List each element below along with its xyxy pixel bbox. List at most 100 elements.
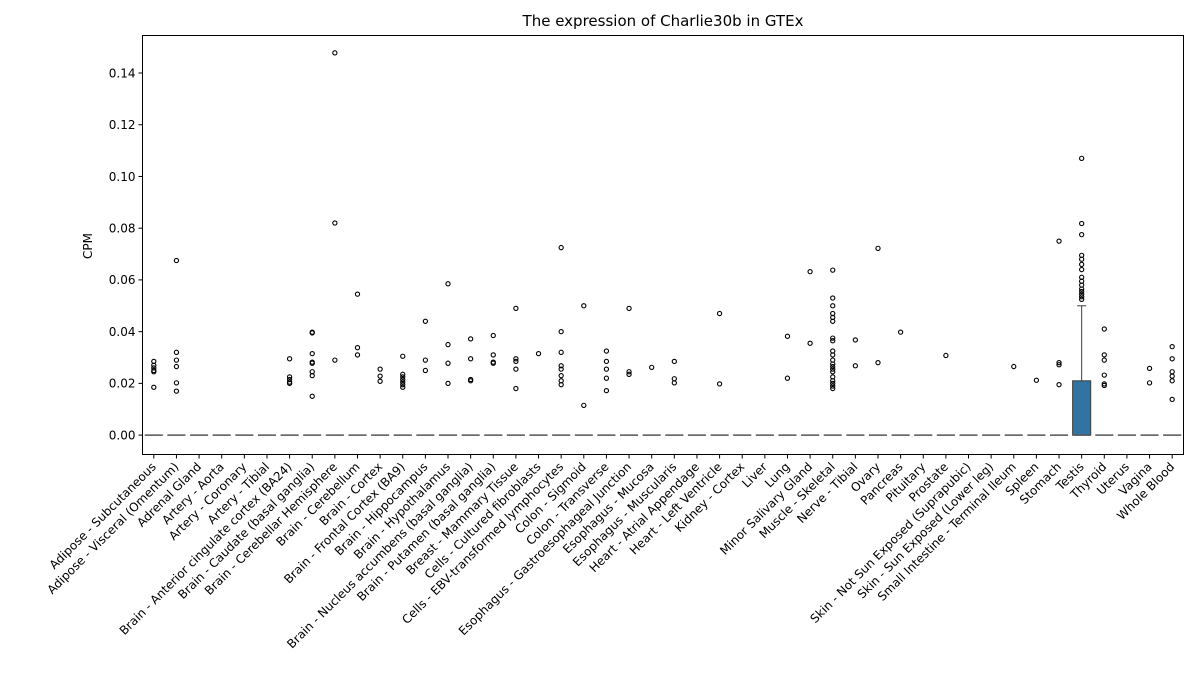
outlier-point — [830, 303, 836, 309]
outlier-point — [377, 373, 383, 379]
outlier-point — [309, 393, 315, 399]
outlier-point — [716, 381, 723, 387]
outlier-point — [377, 378, 383, 384]
y-tick-label: 0.10 — [109, 170, 136, 184]
outlier-point — [603, 358, 610, 365]
outlier-point — [830, 295, 836, 301]
outlier-point — [354, 291, 361, 297]
outlier-point — [558, 349, 564, 355]
outlier-point — [1101, 382, 1107, 389]
outlier-point — [807, 268, 813, 275]
outlier-point — [422, 318, 429, 324]
outlier-point — [649, 364, 655, 370]
outlier-point — [1079, 220, 1085, 227]
outlier-point — [490, 352, 496, 358]
outlier-point — [1056, 360, 1062, 366]
outlier-point — [400, 376, 406, 383]
y-tick-label: 0.08 — [109, 221, 136, 235]
outlier-point — [467, 356, 474, 362]
outlier-point — [830, 363, 836, 370]
outlier-point — [400, 382, 406, 388]
outlier-point — [513, 305, 519, 312]
outlier-point — [671, 380, 677, 386]
y-tick-label: 0.14 — [109, 66, 136, 80]
chart-title: The expression of Charlie30b in GTEx — [522, 12, 804, 30]
outlier-point — [1079, 296, 1085, 302]
outlier-point — [1101, 352, 1107, 358]
outlier-point — [830, 383, 836, 389]
outlier-point — [173, 388, 180, 394]
outlier-point — [332, 50, 338, 56]
outlier-point — [603, 387, 610, 394]
outlier-point — [513, 366, 519, 372]
outlier-point — [1056, 238, 1062, 244]
outlier-point — [1079, 155, 1085, 162]
y-axis: 0.00 0.02 0.04 0.06 0.08 0.10 0.12 0.14 — [109, 66, 143, 442]
outlier-point — [400, 371, 406, 377]
outlier-point — [1056, 362, 1062, 368]
outlier-point — [422, 367, 429, 374]
outlier-point — [445, 360, 451, 366]
outlier-point — [558, 328, 564, 335]
outlier-point — [332, 220, 338, 226]
outlier-point — [1056, 382, 1062, 388]
outlier-point — [558, 372, 564, 379]
outlier-point — [626, 371, 632, 377]
outlier-point — [1079, 294, 1085, 300]
outlier-point — [830, 385, 836, 392]
outlier-point — [309, 350, 315, 357]
outlier-point — [784, 333, 791, 339]
outlier-point — [830, 335, 836, 341]
outlier-point — [558, 244, 564, 251]
outlier-point — [671, 358, 677, 365]
outlier-point — [671, 376, 677, 382]
outlier-point — [332, 357, 338, 363]
outlier-point — [1079, 288, 1085, 295]
outlier-point — [603, 375, 610, 381]
x-tick-label: Liver — [739, 460, 770, 491]
outlier-point — [784, 375, 791, 381]
outlier-point — [286, 356, 293, 362]
outlier-point — [1146, 365, 1153, 372]
outlier-point — [830, 380, 836, 387]
outlier-point — [151, 369, 157, 375]
outlier-point — [943, 352, 949, 359]
outlier-point — [1169, 356, 1175, 362]
y-tick-label: 0.12 — [109, 118, 136, 132]
outlier-point — [309, 360, 315, 366]
outlier-point — [309, 330, 315, 336]
outlier-point — [830, 352, 836, 358]
outlier-point — [716, 310, 723, 317]
outlier-point — [151, 362, 157, 368]
outlier-point — [173, 257, 180, 264]
outlier-point — [807, 340, 813, 346]
outlier-point — [400, 379, 406, 385]
outlier-point — [830, 378, 836, 384]
outlier-point — [445, 341, 451, 348]
outlier-point — [830, 338, 836, 344]
outlier-point — [897, 329, 904, 335]
x-tick-label: Adipose - Visceral (Omentum) — [44, 460, 181, 597]
outlier-point — [626, 305, 632, 312]
outlier-point — [1101, 326, 1107, 332]
outlier-point — [490, 332, 496, 339]
outlier-point — [445, 380, 451, 387]
outlier-point — [467, 378, 474, 384]
outlier-point — [490, 360, 496, 366]
outlier-point — [603, 366, 610, 372]
outlier-point — [581, 303, 587, 309]
outlier-point — [173, 349, 180, 355]
outlier-point — [626, 369, 632, 375]
outlier-point — [377, 366, 383, 372]
outlier-point — [173, 363, 180, 370]
outlier-point — [173, 357, 180, 363]
outlier-point — [422, 357, 429, 363]
outlier-point — [581, 402, 587, 409]
outlier-point — [1101, 357, 1107, 363]
outlier-point — [309, 372, 315, 379]
y-tick-label: 0.00 — [109, 428, 136, 442]
outlier-point — [1079, 286, 1085, 292]
outlier-point — [354, 345, 361, 351]
